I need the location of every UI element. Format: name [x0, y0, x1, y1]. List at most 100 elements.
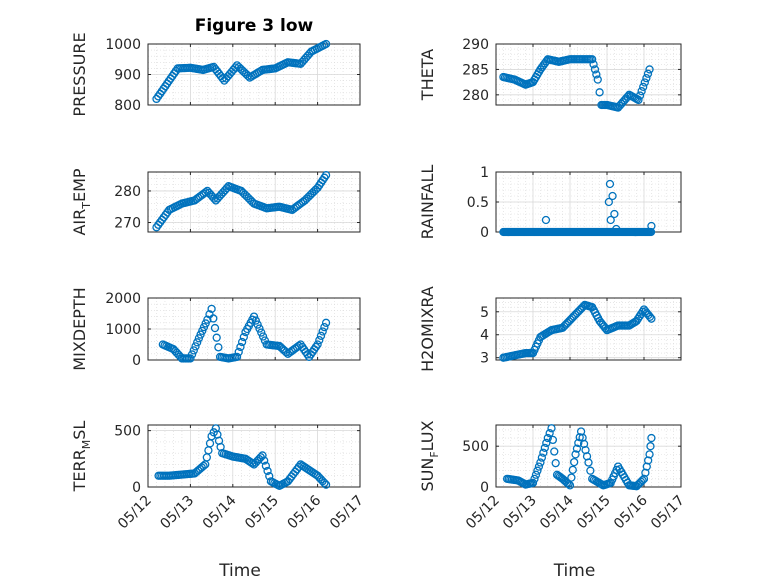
data-point — [641, 468, 650, 477]
data-point — [551, 458, 560, 468]
data-point — [231, 63, 240, 72]
data-point — [232, 352, 242, 362]
subplot-theta: 280 285 290 THETA — [418, 37, 682, 112]
x-tick-label: 05/16 — [611, 492, 651, 532]
y-axis-label: RAINFALL — [418, 165, 437, 240]
x-tick-label: 05/12 — [115, 493, 155, 533]
data-point — [236, 342, 245, 352]
data-point — [647, 221, 656, 231]
data-point — [530, 474, 539, 483]
y-tick-label: 270 — [114, 216, 141, 232]
data-point — [261, 461, 271, 470]
y-axis-label: H2OMIXRA — [418, 286, 437, 372]
data-point — [320, 478, 329, 488]
data-point — [605, 179, 615, 189]
y-tick-label: 0 — [132, 353, 141, 369]
subplot-h2omixra: 3 4 5 H2OMIXRA — [418, 286, 682, 372]
x-tick-label: 05/16 — [285, 492, 325, 532]
y-tick-label: 1 — [480, 165, 489, 181]
y-tick-label: 500 — [114, 424, 141, 440]
figure-title: Figure 3 low — [195, 16, 314, 36]
data-point — [639, 82, 648, 91]
data-point — [218, 74, 227, 83]
y-tick-label: 3 — [480, 351, 489, 367]
data-point — [536, 458, 545, 467]
data-point — [263, 466, 272, 476]
data-point — [234, 347, 243, 357]
data-point — [571, 450, 580, 459]
data-point — [642, 73, 651, 83]
data-point — [575, 433, 584, 442]
x-axis-label: Time — [218, 561, 261, 581]
data-point — [543, 433, 552, 443]
data-point — [572, 444, 582, 453]
data-point — [260, 456, 269, 465]
y-tick-label: 280 — [114, 184, 141, 200]
data-point — [586, 466, 595, 475]
subplot-rainfall: 0 0.5 1 RAINFALL — [418, 165, 682, 241]
data-point — [638, 476, 647, 485]
data-point — [644, 456, 653, 465]
data-point — [645, 65, 654, 74]
subplot-mixdepth: 0 1000 2000 MIXDEPTH — [70, 287, 361, 371]
y-tick-label: 0 — [480, 480, 489, 496]
data-point — [191, 342, 200, 351]
data-point — [639, 474, 649, 483]
data-point — [249, 312, 259, 321]
data-point — [608, 191, 617, 201]
data-point — [565, 481, 575, 490]
data-point — [584, 458, 593, 467]
subplot-terr_msl: 0 500 05/12 05/13 05/14 05/15 05/16 05/17 TERRMS… — [70, 421, 367, 581]
data-point — [320, 322, 329, 332]
data-point — [547, 424, 556, 433]
x-tick-label: 05/14 — [200, 492, 240, 532]
data-point — [282, 348, 291, 357]
y-tick-label: 4 — [480, 328, 489, 344]
data-point — [257, 328, 266, 337]
axes-frame — [495, 297, 682, 361]
data-point — [588, 55, 597, 64]
y-tick-label: 285 — [462, 62, 489, 78]
y-axis-label: TERRMSL — [70, 421, 93, 493]
data-point — [642, 462, 651, 471]
data-point — [574, 438, 583, 448]
y-axis-label: MIXDEPTH — [70, 287, 89, 370]
data-point — [589, 60, 598, 69]
data-point — [207, 304, 216, 314]
data-point — [570, 457, 579, 467]
x-tick-label: 05/13 — [157, 493, 197, 533]
y-tick-label: 1000 — [105, 322, 141, 338]
data-point — [258, 451, 267, 460]
data-point — [253, 320, 262, 329]
data-point — [318, 327, 327, 336]
data-point — [207, 432, 216, 441]
data-point — [187, 350, 197, 359]
y-tick-label: 0 — [132, 480, 141, 496]
axes-frame — [495, 424, 682, 488]
axes-frame — [147, 424, 361, 488]
data-point — [645, 312, 655, 321]
data-point — [540, 443, 549, 452]
data-point — [201, 188, 210, 197]
data-point — [645, 450, 654, 459]
data-point — [189, 346, 198, 355]
data-point — [528, 478, 538, 488]
data-point — [537, 453, 547, 462]
data-point — [321, 318, 331, 327]
y-tick-label: 280 — [462, 88, 489, 104]
data-point — [533, 466, 542, 475]
data-point — [255, 324, 264, 333]
data-point — [212, 333, 221, 342]
data-point — [647, 433, 656, 443]
data-point — [531, 470, 541, 479]
axes-frame — [495, 43, 682, 106]
data-point — [542, 438, 551, 448]
y-tick-label: 0.5 — [467, 195, 489, 211]
data-point — [568, 465, 577, 475]
data-point — [214, 343, 223, 352]
data-point — [193, 338, 202, 347]
data-point — [316, 331, 326, 340]
data-point — [251, 316, 260, 325]
x-axis-label: Time — [553, 561, 596, 581]
